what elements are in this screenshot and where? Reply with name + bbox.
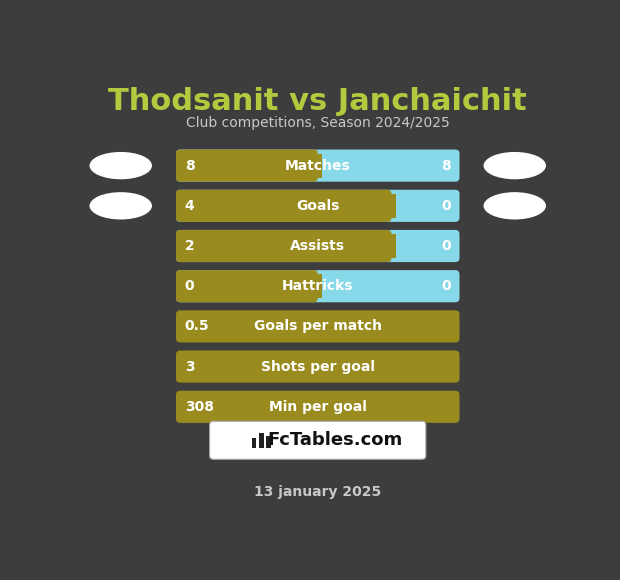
Bar [378, 234, 396, 258]
Text: 3: 3 [185, 360, 194, 374]
Text: 8: 8 [185, 158, 195, 173]
Text: Goals per match: Goals per match [254, 320, 382, 334]
Text: 0: 0 [441, 239, 451, 253]
FancyBboxPatch shape [176, 270, 459, 302]
Text: FcTables.com: FcTables.com [267, 432, 402, 450]
FancyBboxPatch shape [176, 230, 459, 262]
Text: Matches: Matches [285, 158, 351, 173]
Text: 308: 308 [185, 400, 214, 414]
FancyBboxPatch shape [176, 310, 459, 342]
Text: 0: 0 [185, 279, 194, 293]
Text: Shots per goal: Shots per goal [261, 360, 374, 374]
Bar [266, 436, 271, 448]
Text: Goals: Goals [296, 199, 339, 213]
FancyBboxPatch shape [176, 391, 459, 423]
Text: 8: 8 [441, 158, 451, 173]
FancyBboxPatch shape [176, 190, 459, 222]
Text: 4: 4 [185, 199, 195, 213]
FancyBboxPatch shape [176, 230, 391, 262]
FancyBboxPatch shape [176, 270, 317, 302]
Text: Thodsanit vs Janchaichit: Thodsanit vs Janchaichit [108, 88, 527, 117]
Text: Assists: Assists [290, 239, 345, 253]
FancyBboxPatch shape [176, 150, 317, 182]
FancyBboxPatch shape [210, 421, 426, 459]
Ellipse shape [484, 152, 546, 179]
Text: 0: 0 [441, 279, 451, 293]
Ellipse shape [89, 192, 152, 219]
Bar [252, 438, 257, 448]
Bar [305, 274, 322, 298]
FancyBboxPatch shape [176, 190, 391, 222]
Text: Min per goal: Min per goal [269, 400, 366, 414]
FancyBboxPatch shape [176, 150, 459, 182]
Text: 0.5: 0.5 [185, 320, 210, 334]
Text: 0: 0 [441, 199, 451, 213]
Bar [305, 154, 322, 177]
Text: 2: 2 [185, 239, 195, 253]
FancyBboxPatch shape [176, 350, 459, 383]
Text: Club competitions, Season 2024/2025: Club competitions, Season 2024/2025 [186, 117, 450, 130]
Text: 13 january 2025: 13 january 2025 [254, 485, 381, 499]
Bar [259, 433, 264, 448]
Ellipse shape [484, 192, 546, 219]
Text: Hattricks: Hattricks [282, 279, 353, 293]
Bar [378, 194, 396, 218]
Ellipse shape [89, 152, 152, 179]
